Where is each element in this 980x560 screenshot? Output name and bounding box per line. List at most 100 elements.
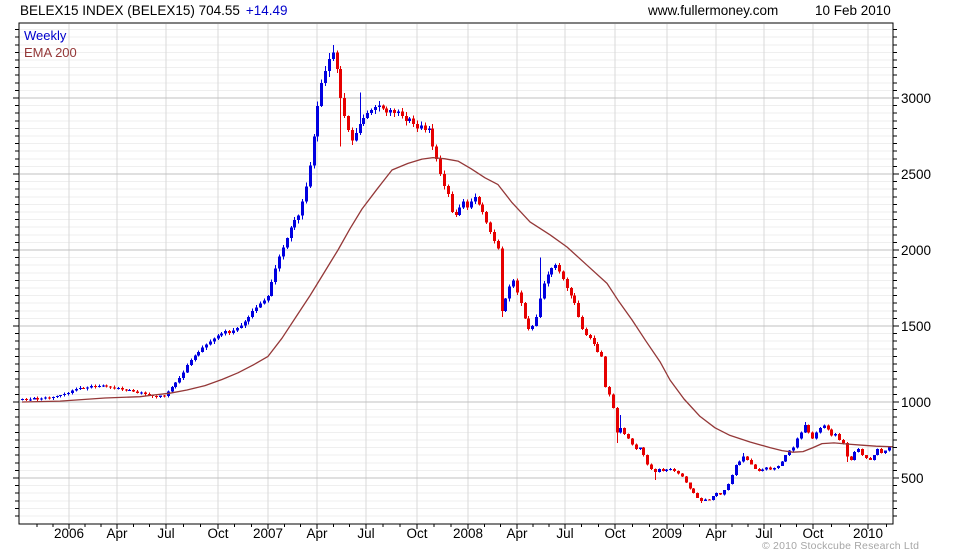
candle-body (125, 389, 128, 391)
candle-body (639, 447, 642, 450)
candle-body (109, 386, 112, 388)
candle-body (255, 307, 258, 312)
candle-body (558, 265, 561, 272)
candle-body (804, 424, 807, 433)
candle-body (815, 432, 818, 439)
copyright: © 2010 Stockcube Research Ltd (762, 540, 920, 552)
candle-body (654, 468, 657, 472)
x-axis-label: Oct (406, 526, 427, 541)
candle-body (336, 52, 339, 70)
candle-body (313, 136, 316, 166)
candle-body (40, 398, 43, 400)
candle-body (884, 450, 887, 453)
candle-body (102, 385, 105, 387)
candle-body (270, 282, 273, 296)
date-label: 10 Feb 2010 (815, 3, 891, 18)
candle-body (869, 458, 872, 460)
x-axis-label: Oct (207, 526, 228, 541)
candle-body (662, 468, 665, 472)
candle-body (324, 70, 327, 84)
candle-body (220, 333, 223, 336)
candle-body (623, 427, 626, 434)
candle-body (861, 449, 864, 456)
candle-body (689, 482, 692, 489)
candle-body (696, 493, 699, 498)
candle-body (462, 201, 465, 208)
candle-body (585, 329, 588, 336)
candle-body (274, 268, 277, 283)
candle-body (247, 317, 250, 322)
candle-body (646, 455, 649, 465)
x-axis-label: Oct (604, 526, 625, 541)
candle-body (424, 125, 427, 130)
candle-body (761, 469, 764, 472)
candle-body (67, 392, 70, 395)
candle-body (328, 58, 331, 71)
candle-body (735, 465, 738, 475)
candle-body (86, 387, 89, 389)
y-axis-label: 500 (901, 471, 924, 486)
candle-body (428, 128, 431, 130)
candle-body (297, 215, 300, 220)
candle-body (213, 338, 216, 342)
candle-body (700, 497, 703, 501)
candle-body (830, 429, 833, 436)
candle-body (842, 440, 845, 444)
x-axis-label: Jul (357, 526, 374, 541)
candle-body (117, 388, 120, 390)
candle-body (773, 468, 776, 470)
candle-body (539, 298, 542, 317)
candle-body (105, 385, 108, 387)
candle-body (535, 316, 538, 326)
candle-body (136, 391, 139, 393)
candle-body (811, 432, 814, 439)
candle-body (581, 316, 584, 330)
candle-body (876, 449, 879, 456)
candle-body (681, 473, 684, 477)
candle-body (56, 396, 59, 398)
candle-body (171, 387, 174, 392)
candle-body (665, 469, 668, 472)
candle-body (455, 212, 458, 216)
x-axis-label: Apr (705, 526, 727, 541)
candle-body (121, 388, 124, 390)
candle-body (301, 201, 304, 216)
candle-body (781, 461, 784, 466)
candle-body (631, 438, 634, 445)
candle-body (217, 335, 220, 339)
candle-body (723, 490, 726, 495)
candle-body (378, 105, 381, 108)
x-axis-label: Oct (802, 526, 823, 541)
candle-body (25, 398, 28, 401)
candle-body (458, 207, 461, 216)
x-axis-label: Jul (157, 526, 174, 541)
candle-body (339, 69, 342, 98)
candle-body (113, 387, 116, 389)
candle-body (669, 468, 672, 470)
candle-body (819, 427, 822, 433)
candle-body (393, 110, 396, 114)
candle-body (439, 158, 442, 174)
candle-body (259, 303, 262, 308)
candle-body (650, 464, 653, 469)
candle-body (63, 394, 66, 396)
candle-body (512, 280, 515, 287)
candle-body (485, 212, 488, 223)
candle-body (673, 468, 676, 472)
candle-body (784, 455, 787, 462)
x-axis-label: 2010 (853, 526, 883, 541)
x-axis-label: Apr (306, 526, 328, 541)
candle-body (21, 398, 24, 400)
candle-body (742, 456, 745, 462)
y-axis-label: 1000 (901, 395, 931, 410)
candle-body (501, 248, 504, 311)
candle-body (290, 227, 293, 239)
candle-body (746, 456, 749, 460)
site-link[interactable]: www.fullermoney.com (648, 3, 779, 18)
candle-body (850, 456, 853, 460)
candle-body (94, 386, 97, 388)
candle-body (431, 128, 434, 147)
candle-body (470, 201, 473, 208)
candle-body (524, 303, 527, 319)
